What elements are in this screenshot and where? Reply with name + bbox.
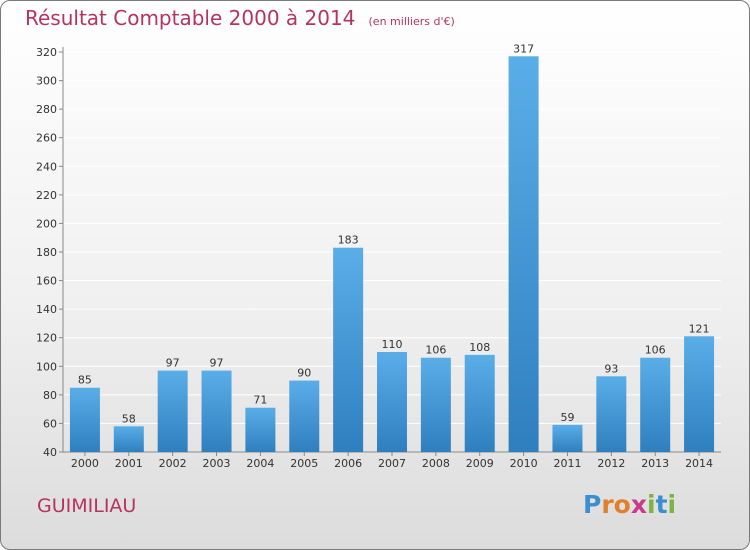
x-tick-label: 2014 bbox=[685, 457, 713, 470]
x-tick-label: 2010 bbox=[510, 457, 538, 470]
chart-subtitle: (en milliers d'€) bbox=[368, 15, 455, 28]
data-label-2007: 110 bbox=[382, 338, 403, 351]
logo-letter: t bbox=[655, 490, 668, 519]
data-label-2012: 93 bbox=[604, 362, 618, 375]
y-tick-label: 40 bbox=[43, 446, 57, 459]
y-tick-label: 80 bbox=[43, 389, 57, 402]
y-tick-label: 100 bbox=[36, 360, 57, 373]
data-label-2008: 106 bbox=[425, 344, 446, 357]
x-tick-label: 2004 bbox=[246, 457, 274, 470]
data-label-2006: 183 bbox=[338, 234, 359, 247]
x-tick-label: 2008 bbox=[422, 457, 450, 470]
proxiti-logo: Proxiti bbox=[583, 490, 676, 519]
x-tick-label: 2013 bbox=[641, 457, 669, 470]
data-label-2014: 121 bbox=[689, 322, 710, 335]
bar-2010 bbox=[508, 56, 539, 453]
y-tick-label: 160 bbox=[36, 275, 57, 288]
bar-2000 bbox=[69, 387, 100, 452]
x-tick-label: 2002 bbox=[159, 457, 187, 470]
chart-title: Résultat Comptable 2000 à 2014 bbox=[25, 6, 356, 30]
bar-2014 bbox=[684, 336, 715, 452]
data-label-2004: 71 bbox=[253, 394, 267, 407]
data-label-2003: 97 bbox=[210, 357, 224, 370]
bar-2012 bbox=[596, 376, 627, 452]
chart-title-block: Résultat Comptable 2000 à 2014 (en milli… bbox=[25, 6, 455, 30]
x-tick-label: 2000 bbox=[71, 457, 99, 470]
x-tick-label: 2009 bbox=[466, 457, 494, 470]
x-tick-label: 2012 bbox=[597, 457, 625, 470]
y-tick-label: 220 bbox=[36, 189, 57, 202]
bar-2003 bbox=[201, 370, 232, 452]
data-label-2009: 108 bbox=[469, 341, 490, 354]
x-tick-label: 2007 bbox=[378, 457, 406, 470]
data-label-2002: 97 bbox=[166, 357, 180, 370]
bar-2005 bbox=[289, 380, 320, 452]
logo-letter: r bbox=[601, 490, 614, 519]
data-label-2011: 59 bbox=[560, 411, 574, 424]
bar-2006 bbox=[333, 247, 364, 452]
logo-letter: i bbox=[667, 490, 677, 519]
bar-2007 bbox=[377, 352, 407, 452]
x-tick-label: 2011 bbox=[553, 457, 581, 470]
data-label-2001: 58 bbox=[122, 412, 136, 425]
y-tick-label: 300 bbox=[36, 75, 57, 88]
y-tick-label: 200 bbox=[36, 217, 57, 230]
bar-2009 bbox=[464, 354, 495, 452]
y-tick-label: 240 bbox=[36, 160, 57, 173]
bar-2011 bbox=[552, 424, 583, 452]
y-tick-label: 140 bbox=[36, 303, 57, 316]
logo-letter: i bbox=[647, 490, 656, 519]
y-tick-label: 320 bbox=[36, 46, 57, 59]
logo-letter: P bbox=[583, 490, 602, 519]
y-tick-label: 120 bbox=[36, 332, 57, 345]
bar-2004 bbox=[245, 407, 276, 452]
x-tick-label: 2001 bbox=[115, 457, 143, 470]
y-tick-label: 180 bbox=[36, 246, 57, 259]
logo-letter: o bbox=[613, 490, 631, 519]
bar-2008 bbox=[420, 357, 451, 452]
data-label-2010: 317 bbox=[513, 42, 534, 55]
bar-2013 bbox=[640, 357, 671, 452]
x-tick-label: 2006 bbox=[334, 457, 362, 470]
bar-2001 bbox=[113, 426, 144, 452]
data-label-2013: 106 bbox=[645, 344, 666, 357]
bar-2002 bbox=[157, 370, 188, 452]
y-tick-label: 260 bbox=[36, 132, 57, 145]
data-label-2005: 90 bbox=[297, 367, 311, 380]
data-label-2000: 85 bbox=[78, 374, 92, 387]
location-label: GUIMILIAU bbox=[37, 495, 137, 517]
y-tick-label: 60 bbox=[43, 417, 57, 430]
y-tick-label: 280 bbox=[36, 103, 57, 116]
logo-letter: x bbox=[630, 490, 647, 519]
x-tick-label: 2005 bbox=[290, 457, 318, 470]
x-tick-label: 2003 bbox=[203, 457, 231, 470]
